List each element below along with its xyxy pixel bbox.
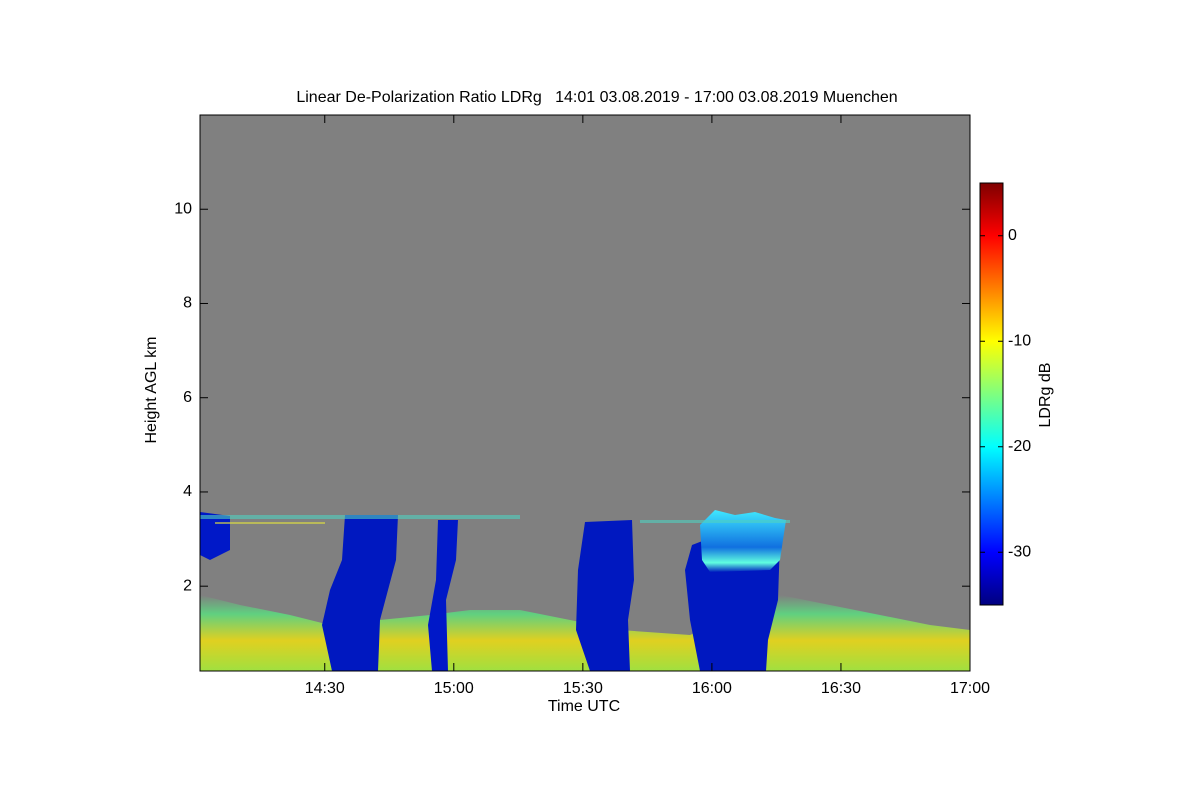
colorbar — [979, 182, 1004, 606]
y-tick-label: 10 — [174, 200, 192, 217]
cloud-column — [322, 515, 398, 671]
x-tick-label: 17:00 — [950, 680, 990, 697]
colorbar-tick-label: -10 — [1008, 332, 1031, 349]
cloud-column — [428, 520, 458, 671]
chart-title: Linear De-Polarization Ratio LDRg 14:01 … — [296, 89, 897, 106]
layer-echo — [200, 515, 520, 519]
y-tick-label: 8 — [183, 295, 192, 312]
x-tick-label: 16:00 — [692, 680, 732, 697]
y-tick-label: 2 — [183, 577, 192, 594]
colorbar-tick-label: -20 — [1008, 438, 1031, 455]
ldr-field — [200, 510, 970, 671]
colorbar-label: LDRg dB — [1037, 363, 1054, 428]
layer-echo — [215, 522, 325, 524]
x-tick-label: 14:30 — [305, 680, 345, 697]
x-axis-label: Time UTC — [548, 698, 620, 715]
y-axis-label: Height AGL km — [143, 336, 160, 443]
y-tick-label: 4 — [183, 483, 192, 500]
cloud-column — [576, 520, 634, 671]
cloud-top — [700, 510, 786, 572]
cloud-column — [685, 540, 780, 671]
colorbar-tick-label: -30 — [1008, 543, 1031, 560]
layer-echo — [640, 520, 790, 523]
plot-frame — [199, 114, 971, 672]
x-tick-label: 16:30 — [821, 680, 861, 697]
colorbar-tick-label: 0 — [1008, 227, 1017, 244]
x-tick-label: 15:00 — [434, 680, 474, 697]
y-tick-label: 6 — [183, 389, 192, 406]
x-tick-label: 15:30 — [563, 680, 603, 697]
